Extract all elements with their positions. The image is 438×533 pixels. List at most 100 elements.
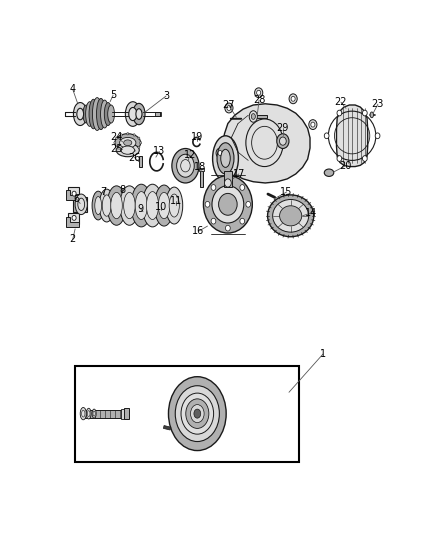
Circle shape (133, 134, 135, 136)
Polygon shape (163, 425, 171, 430)
Ellipse shape (92, 409, 96, 418)
Ellipse shape (135, 191, 148, 220)
Ellipse shape (177, 154, 194, 177)
Ellipse shape (124, 192, 135, 219)
Text: 15: 15 (280, 187, 293, 197)
Text: 11: 11 (170, 196, 182, 206)
Ellipse shape (115, 134, 141, 152)
Bar (68, 187, 78, 199)
Text: 8: 8 (119, 185, 125, 196)
Text: 26: 26 (128, 152, 141, 163)
Ellipse shape (75, 194, 87, 215)
Bar (224, 172, 232, 187)
Ellipse shape (221, 149, 230, 167)
Text: 12: 12 (184, 150, 196, 160)
Ellipse shape (142, 184, 162, 227)
Circle shape (205, 201, 210, 207)
Text: 7: 7 (100, 187, 106, 197)
Circle shape (114, 142, 116, 144)
Ellipse shape (104, 102, 112, 126)
Bar (199, 168, 204, 172)
Ellipse shape (224, 179, 231, 187)
Ellipse shape (324, 169, 334, 176)
Ellipse shape (219, 193, 237, 215)
Ellipse shape (273, 199, 309, 232)
Ellipse shape (74, 102, 87, 126)
Ellipse shape (116, 143, 139, 157)
Ellipse shape (93, 411, 95, 416)
Ellipse shape (80, 407, 86, 420)
Ellipse shape (279, 206, 302, 226)
Ellipse shape (251, 114, 255, 119)
Text: 1: 1 (320, 349, 326, 359)
Circle shape (246, 201, 251, 207)
Ellipse shape (92, 191, 104, 220)
Ellipse shape (95, 197, 102, 215)
Ellipse shape (86, 102, 94, 126)
Text: 6: 6 (73, 193, 79, 204)
Ellipse shape (133, 103, 145, 125)
Text: 5: 5 (110, 90, 116, 100)
Ellipse shape (166, 187, 183, 224)
Text: 24: 24 (111, 132, 123, 142)
Circle shape (127, 133, 129, 135)
Circle shape (291, 96, 295, 101)
Ellipse shape (86, 408, 91, 419)
Ellipse shape (78, 198, 85, 211)
Circle shape (363, 156, 367, 161)
Circle shape (311, 122, 315, 127)
Polygon shape (66, 190, 79, 200)
Bar (253, 115, 267, 118)
Bar (83, 409, 124, 418)
Circle shape (337, 110, 342, 116)
Ellipse shape (175, 386, 219, 441)
Circle shape (225, 103, 233, 113)
Ellipse shape (370, 112, 374, 118)
Circle shape (127, 150, 129, 153)
Polygon shape (336, 105, 368, 166)
Circle shape (72, 215, 76, 220)
Bar (124, 408, 130, 419)
Ellipse shape (121, 146, 134, 154)
Circle shape (375, 133, 380, 139)
Circle shape (216, 148, 224, 158)
Bar (121, 409, 125, 418)
Circle shape (120, 149, 122, 152)
Ellipse shape (101, 100, 109, 128)
Circle shape (120, 134, 122, 136)
Bar (155, 111, 161, 117)
Text: 19: 19 (191, 132, 203, 142)
Bar (68, 213, 78, 224)
Text: 9: 9 (138, 204, 144, 214)
Circle shape (218, 150, 222, 156)
Polygon shape (221, 104, 310, 183)
Ellipse shape (83, 105, 90, 123)
Circle shape (211, 184, 216, 190)
Circle shape (211, 219, 216, 224)
Text: 28: 28 (253, 95, 265, 105)
Text: 13: 13 (153, 147, 166, 156)
Text: 22: 22 (335, 97, 347, 107)
Ellipse shape (279, 137, 286, 145)
Text: 18: 18 (194, 163, 206, 172)
Circle shape (363, 110, 367, 116)
Ellipse shape (158, 192, 170, 219)
Text: 29: 29 (277, 124, 289, 133)
Ellipse shape (120, 186, 139, 225)
Text: 17: 17 (233, 169, 245, 179)
Circle shape (72, 191, 76, 196)
Circle shape (116, 137, 117, 140)
Circle shape (240, 219, 245, 224)
Ellipse shape (169, 194, 179, 217)
Ellipse shape (111, 192, 122, 219)
Ellipse shape (81, 410, 85, 417)
Ellipse shape (203, 175, 252, 233)
Text: 4: 4 (70, 84, 76, 94)
Bar (74, 197, 87, 212)
Bar (200, 171, 203, 187)
Text: 3: 3 (163, 91, 169, 101)
Ellipse shape (146, 191, 159, 220)
Ellipse shape (136, 109, 142, 119)
Circle shape (138, 146, 140, 149)
Circle shape (324, 133, 329, 139)
